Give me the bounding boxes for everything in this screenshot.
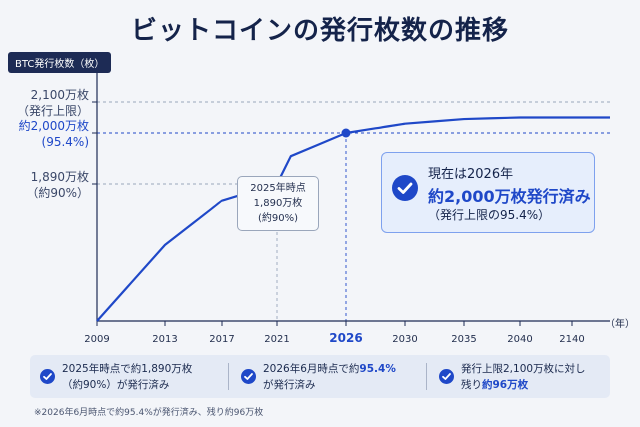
summary-bar: 2025年時点で約1,890万枚 （約90%）が発行済み 2026年6月時点で約… (30, 355, 610, 398)
summary-line: 残り約96万枚 (461, 377, 586, 393)
info-issued-ratio: （発行上限の95.4%） (428, 208, 551, 222)
annotation-line-3: (約90%) (257, 213, 299, 224)
current-status-box: 現在は2026年 約2,000万枚発行済み （発行上限の95.4%） (381, 152, 595, 233)
summary-text: 2026年6月時点で約95.4% が発行済み (263, 361, 396, 393)
x-tick-label: 2013 (152, 334, 177, 345)
x-tick-label: 2009 (84, 334, 109, 345)
info-issued-amount: 約2,000万枚発行済み (428, 187, 591, 206)
divider (426, 363, 427, 390)
check-circle-icon (392, 175, 418, 201)
summary-item-remaining: 発行上限2,100万枚に対し 残り約96万枚 (429, 355, 610, 398)
summary-item-2025: 2025年時点で約1,890万枚 （約90%）が発行済み (30, 355, 225, 398)
check-circle-icon (241, 369, 256, 384)
page-title: ビットコインの発行枚数の推移 (130, 16, 509, 46)
x-tick-label: 2140 (559, 334, 584, 345)
footnote: ※2026年6月時点で約95.4%が発行済み、残り約96万枚 (34, 408, 264, 418)
summary-text: 発行上限2,100万枚に対し 残り約96万枚 (461, 361, 586, 393)
summary-line-text: 残り (461, 379, 482, 391)
summary-line: 発行上限2,100万枚に対し (461, 363, 586, 375)
check-circle-icon (439, 369, 454, 384)
x-tick-label: 2017 (209, 334, 234, 345)
x-tick-label: 2021 (264, 334, 289, 345)
y-tick-label: (95.4%) (42, 135, 89, 149)
summary-emphasis: 約96万枚 (482, 379, 529, 391)
x-axis-label: （年） (605, 317, 635, 330)
summary-line: が発行済み (263, 379, 316, 391)
annotation-line-2: 1,890万枚 (253, 198, 303, 209)
info-current-year: 現在は2026年 (428, 167, 514, 182)
summary-line: （約90%）が発行済み (62, 379, 170, 391)
annotation-line-1: 2025年時点 (250, 183, 306, 194)
summary-line: 2025年時点で約1,890万枚 (62, 363, 193, 375)
y-tick-label: （約90%） (26, 185, 89, 200)
x-tick-label: 2026 (329, 331, 362, 345)
x-tick-label: 2030 (392, 334, 417, 345)
summary-emphasis: 95.4% (359, 363, 396, 375)
point-marker-highlight (341, 128, 351, 138)
divider (228, 363, 229, 390)
y-axis-unit-label: BTC発行枚数（枚） (8, 52, 112, 73)
x-tick-label: 2040 (507, 334, 532, 345)
annotation-2025: 2025年時点 1,890万枚 (約90%) (237, 176, 319, 231)
summary-line: 2026年6月時点で約95.4% (263, 361, 396, 377)
y-tick-label: （発行上限） (17, 104, 89, 118)
y-tick-label: 2,100万枚 (31, 87, 89, 102)
check-circle-icon (40, 369, 55, 384)
summary-text: 2025年時点で約1,890万枚 （約90%）が発行済み (62, 361, 192, 393)
summary-item-2026: 2026年6月時点で約95.4% が発行済み (231, 355, 421, 398)
y-tick-label: 1,890万枚 (31, 169, 89, 184)
summary-line-text: 2026年6月時点で約 (263, 363, 360, 375)
y-tick-label: 約2,000万枚 (19, 118, 89, 133)
x-tick-label: 2035 (451, 334, 476, 345)
